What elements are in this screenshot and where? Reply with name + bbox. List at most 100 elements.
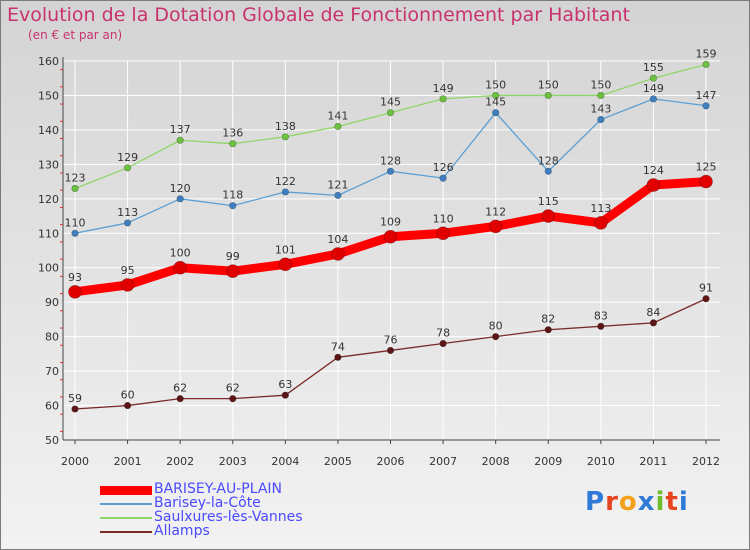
data-label: 147 — [696, 89, 717, 102]
data-label: 101 — [275, 243, 296, 256]
y-tick-label: 100 — [38, 262, 59, 275]
data-point — [541, 209, 556, 223]
data-label: 137 — [170, 123, 191, 136]
data-label: 78 — [436, 327, 450, 340]
data-label: 109 — [380, 216, 401, 229]
x-tick-label: 2003 — [219, 455, 247, 468]
data-point — [281, 133, 289, 141]
data-label: 62 — [173, 382, 187, 395]
y-tick-label: 130 — [38, 158, 59, 171]
data-label: 143 — [590, 103, 611, 116]
data-point — [597, 91, 605, 100]
x-tick-label: 2007 — [429, 455, 457, 468]
data-point — [597, 115, 605, 124]
x-tick-label: 2009 — [534, 455, 562, 468]
data-label: 113 — [117, 206, 138, 219]
data-label: 155 — [643, 61, 664, 74]
data-label: 104 — [327, 233, 348, 246]
data-point — [386, 167, 395, 175]
data-label: 145 — [380, 96, 401, 109]
data-point — [649, 74, 658, 82]
data-point — [488, 219, 503, 234]
y-tick-label: 110 — [38, 227, 59, 240]
data-label: 150 — [590, 78, 611, 91]
y-tick-label: 50 — [45, 434, 59, 447]
data-point — [68, 285, 82, 299]
data-point — [702, 102, 710, 110]
x-tick-label: 2002 — [166, 455, 194, 468]
y-tick-label: 60 — [45, 400, 59, 413]
data-point — [229, 140, 237, 148]
legend-swatch — [100, 517, 152, 519]
data-point — [123, 401, 132, 410]
data-point — [439, 95, 447, 103]
data-label: 110 — [433, 212, 454, 225]
data-point — [439, 174, 447, 182]
data-label: 149 — [433, 82, 454, 95]
data-point — [229, 202, 237, 210]
data-point — [436, 226, 450, 241]
data-label: 126 — [433, 161, 454, 174]
y-tick-label: 70 — [45, 365, 59, 378]
data-label: 129 — [117, 151, 138, 164]
legend-label: Allamps — [154, 523, 210, 539]
data-label: 83 — [594, 309, 608, 322]
data-label: 113 — [590, 202, 611, 215]
data-point — [439, 339, 447, 348]
data-label: 115 — [538, 195, 559, 208]
data-point — [71, 184, 79, 193]
data-point — [544, 91, 552, 100]
legend-swatch — [100, 485, 152, 495]
legend-item: BARISEY-AU-PLAIN — [100, 481, 360, 497]
data-point — [123, 164, 132, 172]
data-point — [386, 109, 395, 117]
data-label: 63 — [278, 378, 292, 391]
legend-item: Saulxures-lès-Vannes — [100, 509, 360, 525]
data-point — [386, 346, 395, 355]
x-tick-label: 2010 — [587, 455, 615, 468]
x-tick-label: 2006 — [377, 455, 405, 468]
y-tick-label: 160 — [38, 55, 59, 68]
chart-subtitle: (en € et par an) — [28, 28, 123, 42]
data-label: 141 — [327, 109, 348, 122]
data-point — [173, 260, 187, 275]
data-label: 99 — [226, 250, 240, 263]
data-label: 82 — [541, 313, 555, 326]
data-label: 136 — [222, 127, 243, 140]
data-point — [176, 195, 184, 203]
data-point — [649, 319, 658, 327]
data-point — [281, 188, 289, 196]
data-label: 121 — [327, 178, 348, 191]
data-label: 138 — [275, 120, 296, 133]
data-label: 74 — [331, 340, 345, 353]
data-label: 159 — [696, 47, 717, 60]
data-point — [492, 91, 500, 100]
data-label: 150 — [538, 78, 559, 91]
legend-label: Saulxures-lès-Vannes — [154, 509, 303, 525]
data-point — [334, 191, 342, 199]
data-label: 62 — [226, 382, 240, 395]
chart-legend: BARISEY-AU-PLAIN Barisey-la-Côte Saulxures… — [100, 481, 360, 539]
data-point — [597, 322, 605, 330]
data-label: 59 — [68, 392, 82, 405]
y-tick-label: 120 — [38, 193, 59, 206]
data-point — [120, 278, 135, 292]
data-label: 128 — [380, 154, 401, 167]
logo-letter: i — [655, 487, 666, 517]
logo-letter: x — [637, 487, 656, 517]
data-label: 149 — [643, 82, 664, 95]
data-label: 112 — [485, 205, 506, 218]
data-point — [225, 264, 240, 278]
legend-item: Allamps — [100, 523, 360, 539]
data-label: 91 — [699, 282, 713, 295]
y-tick-label: 90 — [45, 296, 59, 309]
data-point — [646, 178, 661, 192]
logo-letter: i — [678, 487, 689, 517]
legend-label: BARISEY-AU-PLAIN — [154, 481, 283, 497]
data-point — [699, 174, 713, 189]
data-label: 84 — [646, 306, 660, 319]
data-label: 60 — [121, 389, 135, 402]
data-point — [176, 136, 184, 144]
